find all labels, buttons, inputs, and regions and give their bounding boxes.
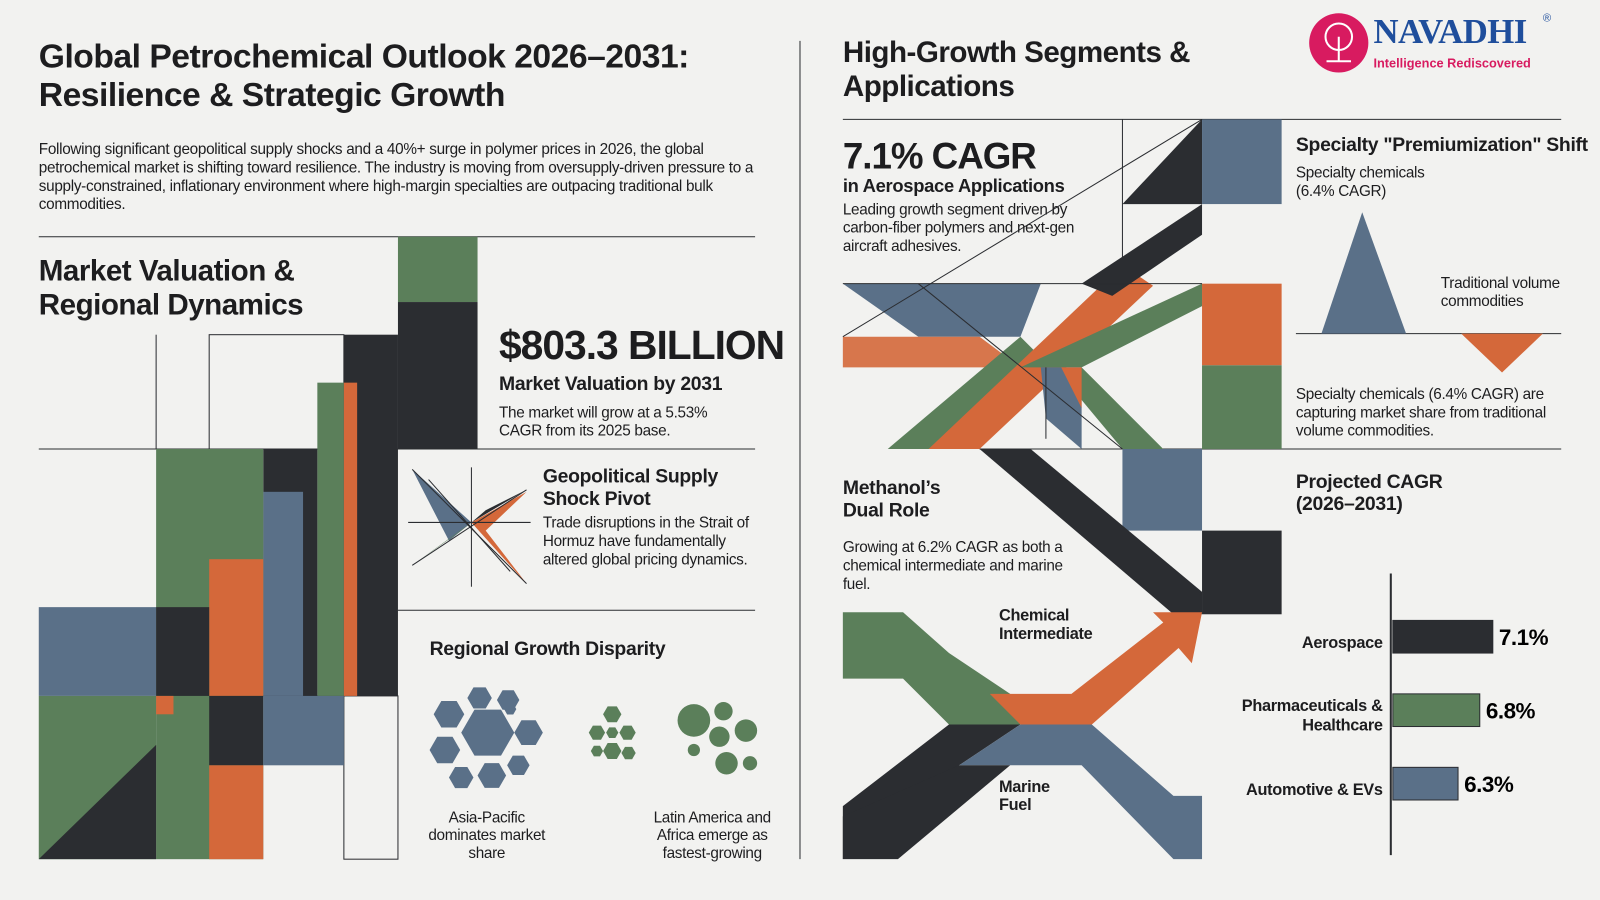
block [397,236,478,303]
block [263,695,344,766]
block [38,607,157,696]
logo-tagline: Intelligence Rediscovered [1373,56,1531,71]
circle [715,752,738,775]
region-caption: Latin America and Africa emerge as faste… [653,809,772,862]
category-label: Pharmaceuticals & Healthcare [1241,697,1383,735]
hexagon [603,743,622,759]
block [209,765,264,860]
circle [742,756,758,771]
logo-mark-r: ® [1542,12,1552,25]
bar [1392,619,1494,654]
hexagon [507,755,530,776]
methanol-text: Growing at 6.2% CAGR as both a chemical … [842,538,1063,593]
valuation-label: Market Valuation by 2031 [498,373,723,395]
value-label: 6.3% [1464,772,1514,797]
regional-heading: Regional Growth Disparity [429,638,666,661]
cagr-chart: 7.1% 6.8% 6.3% [1389,573,1549,856]
chart-title: Projected CAGR (2026–2031) [1295,471,1443,516]
region-caption: Asia-Pacific dominates market share [428,809,546,862]
block [209,559,264,696]
hexagon [429,736,461,764]
commodity-triangle [1461,333,1543,373]
block [156,695,174,715]
specialty-label: Specialty chemicals (6.4% CAGR) [1295,164,1425,200]
valuation-text: The market will grow at a 5.53% CAGR fro… [498,404,708,440]
category-label: Automotive & EVs [1246,781,1383,799]
hexagon [461,709,515,756]
commodity-label: Traditional volume commodities [1440,274,1560,311]
circle [709,726,730,747]
bar [1392,693,1481,728]
circle [734,719,758,742]
methanol-heading: Methanol’s Dual Role [842,477,941,522]
hexagon [448,766,474,789]
star-icon [408,467,531,587]
circle [687,743,700,757]
block [343,382,358,696]
hexagon [619,725,636,740]
block [209,695,264,766]
hexagon [590,745,604,757]
right-blocks [842,118,1282,860]
hexagon [621,746,636,760]
bar [1392,766,1459,801]
block [156,607,210,696]
hexagon [606,727,619,738]
intro: Following significant geopolitical suppl… [38,140,754,214]
value-label: 6.8% [1486,698,1536,723]
specialty-heading: Specialty "Premiumization" Shift [1295,134,1588,157]
specialty-text: Specialty chemicals (6.4% CAGR) are capt… [1295,385,1547,440]
block [317,382,344,696]
aerospace-figure: 7.1% CAGR [842,134,1037,177]
hexagon [588,725,606,740]
aerospace-label: in Aerospace Applications [842,175,1065,196]
hexagon [603,706,622,723]
frame [343,695,399,860]
hexagon [433,701,465,728]
region-clusters [429,687,758,789]
category-label: Aerospace [1301,634,1383,652]
flow-label: Marine Fuel [998,778,1050,815]
logo-mark [1309,13,1369,73]
value-label: 7.1% [1499,625,1549,650]
circle [677,704,711,737]
hexagon [477,763,507,788]
valuation-figure: $803.3 BILLION [498,323,785,369]
title: Global Petrochemical Outlook 2026–2031: … [38,36,690,114]
left-blocks [38,236,478,860]
aerospace-text: Leading growth segment driven by carbon-… [842,201,1075,256]
segments-heading: High-Growth Segments & Applications [842,36,1191,104]
block [263,491,304,696]
flow-label: Chemical Intermediate [998,607,1093,644]
hexagon [504,703,517,715]
specialty-triangle [1321,212,1407,334]
logo-name: NAVADHI [1373,13,1527,52]
circle [714,702,733,721]
market-heading: Market Valuation & Regional Dynamics [38,255,304,322]
block [397,302,478,449]
geo-text: Trade disruptions in the Strait of Hormu… [542,514,749,569]
geo-heading: Geopolitical Supply Shock Pivot [542,466,719,511]
hexagon [467,687,492,709]
hexagon [514,720,543,746]
